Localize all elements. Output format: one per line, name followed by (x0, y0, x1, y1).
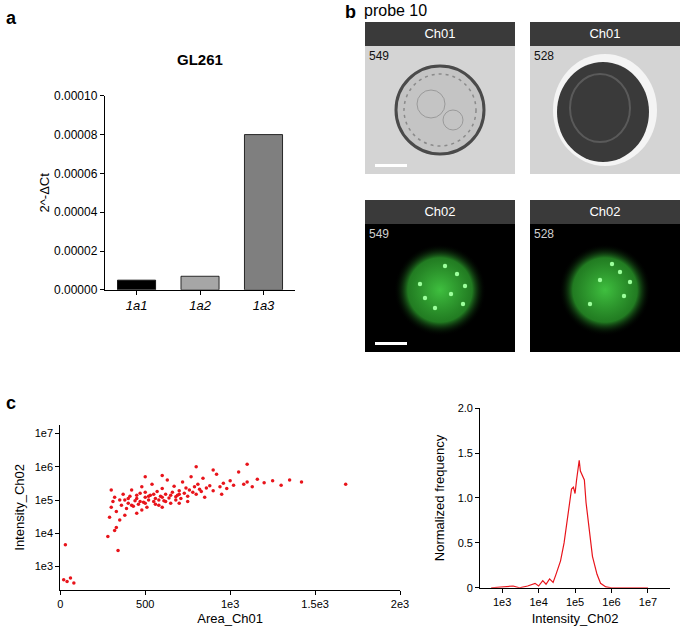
svg-text:0.00002: 0.00002 (54, 244, 98, 258)
svg-text:1.5e3: 1.5e3 (301, 598, 329, 610)
svg-text:1e7: 1e7 (639, 596, 657, 608)
svg-text:1e4: 1e4 (35, 527, 53, 539)
html-text:528: 528 (534, 227, 554, 241)
svg-text:1e4: 1e4 (529, 596, 547, 608)
svg-text:1e3: 1e3 (493, 596, 511, 608)
svg-text:GL261: GL261 (177, 51, 223, 68)
svg-text:2.0: 2.0 (458, 402, 473, 414)
svg-text:0.5: 0.5 (458, 537, 473, 549)
svg-text:1e7: 1e7 (35, 427, 53, 439)
svg-text:1e3: 1e3 (221, 598, 239, 610)
svg-text:500: 500 (136, 598, 154, 610)
svg-text:1e6: 1e6 (602, 596, 620, 608)
svg-text:Intensity_Ch02: Intensity_Ch02 (12, 464, 27, 551)
html-text:Ch01: Ch01 (589, 26, 621, 41)
svg-text:1.0: 1.0 (458, 492, 473, 504)
html-text:528: 528 (534, 49, 554, 63)
svg-text:0.00010: 0.00010 (54, 89, 98, 103)
svg-text:0.00008: 0.00008 (54, 128, 98, 142)
svg-text:c: c (6, 393, 16, 413)
svg-text:2^-ΔCt: 2^-ΔCt (37, 173, 52, 213)
svg-text:1e5: 1e5 (35, 494, 53, 506)
html-text:Ch01: Ch01 (424, 26, 456, 41)
html-text:549: 549 (369, 49, 389, 63)
svg-text:Normalized frequency: Normalized frequency (432, 434, 447, 561)
svg-text:0: 0 (57, 598, 63, 610)
svg-text:2e3: 2e3 (391, 598, 409, 610)
svg-text:1e3: 1e3 (35, 560, 53, 572)
svg-text:a: a (6, 8, 17, 28)
svg-text:1a3: 1a3 (253, 298, 275, 313)
svg-text:1a1: 1a1 (126, 298, 148, 313)
svg-text:0.00000: 0.00000 (54, 283, 98, 297)
svg-text:1.5: 1.5 (458, 447, 473, 459)
html-text:Ch02: Ch02 (589, 204, 621, 219)
svg-text:Area_Ch01: Area_Ch01 (197, 611, 263, 626)
html-text:b: b (345, 2, 356, 22)
svg-text:0: 0 (467, 582, 473, 594)
svg-text:0.00006: 0.00006 (54, 167, 98, 181)
svg-text:1e6: 1e6 (35, 461, 53, 473)
svg-text:1e5: 1e5 (566, 596, 584, 608)
svg-text:Intensity_Ch02: Intensity_Ch02 (532, 611, 619, 626)
html-text:probe 10: probe 10 (364, 2, 428, 19)
html-text:Ch02: Ch02 (424, 204, 456, 219)
html-text:549: 549 (369, 227, 389, 241)
svg-text:1a2: 1a2 (189, 298, 211, 313)
svg-text:0.00004: 0.00004 (54, 205, 98, 219)
